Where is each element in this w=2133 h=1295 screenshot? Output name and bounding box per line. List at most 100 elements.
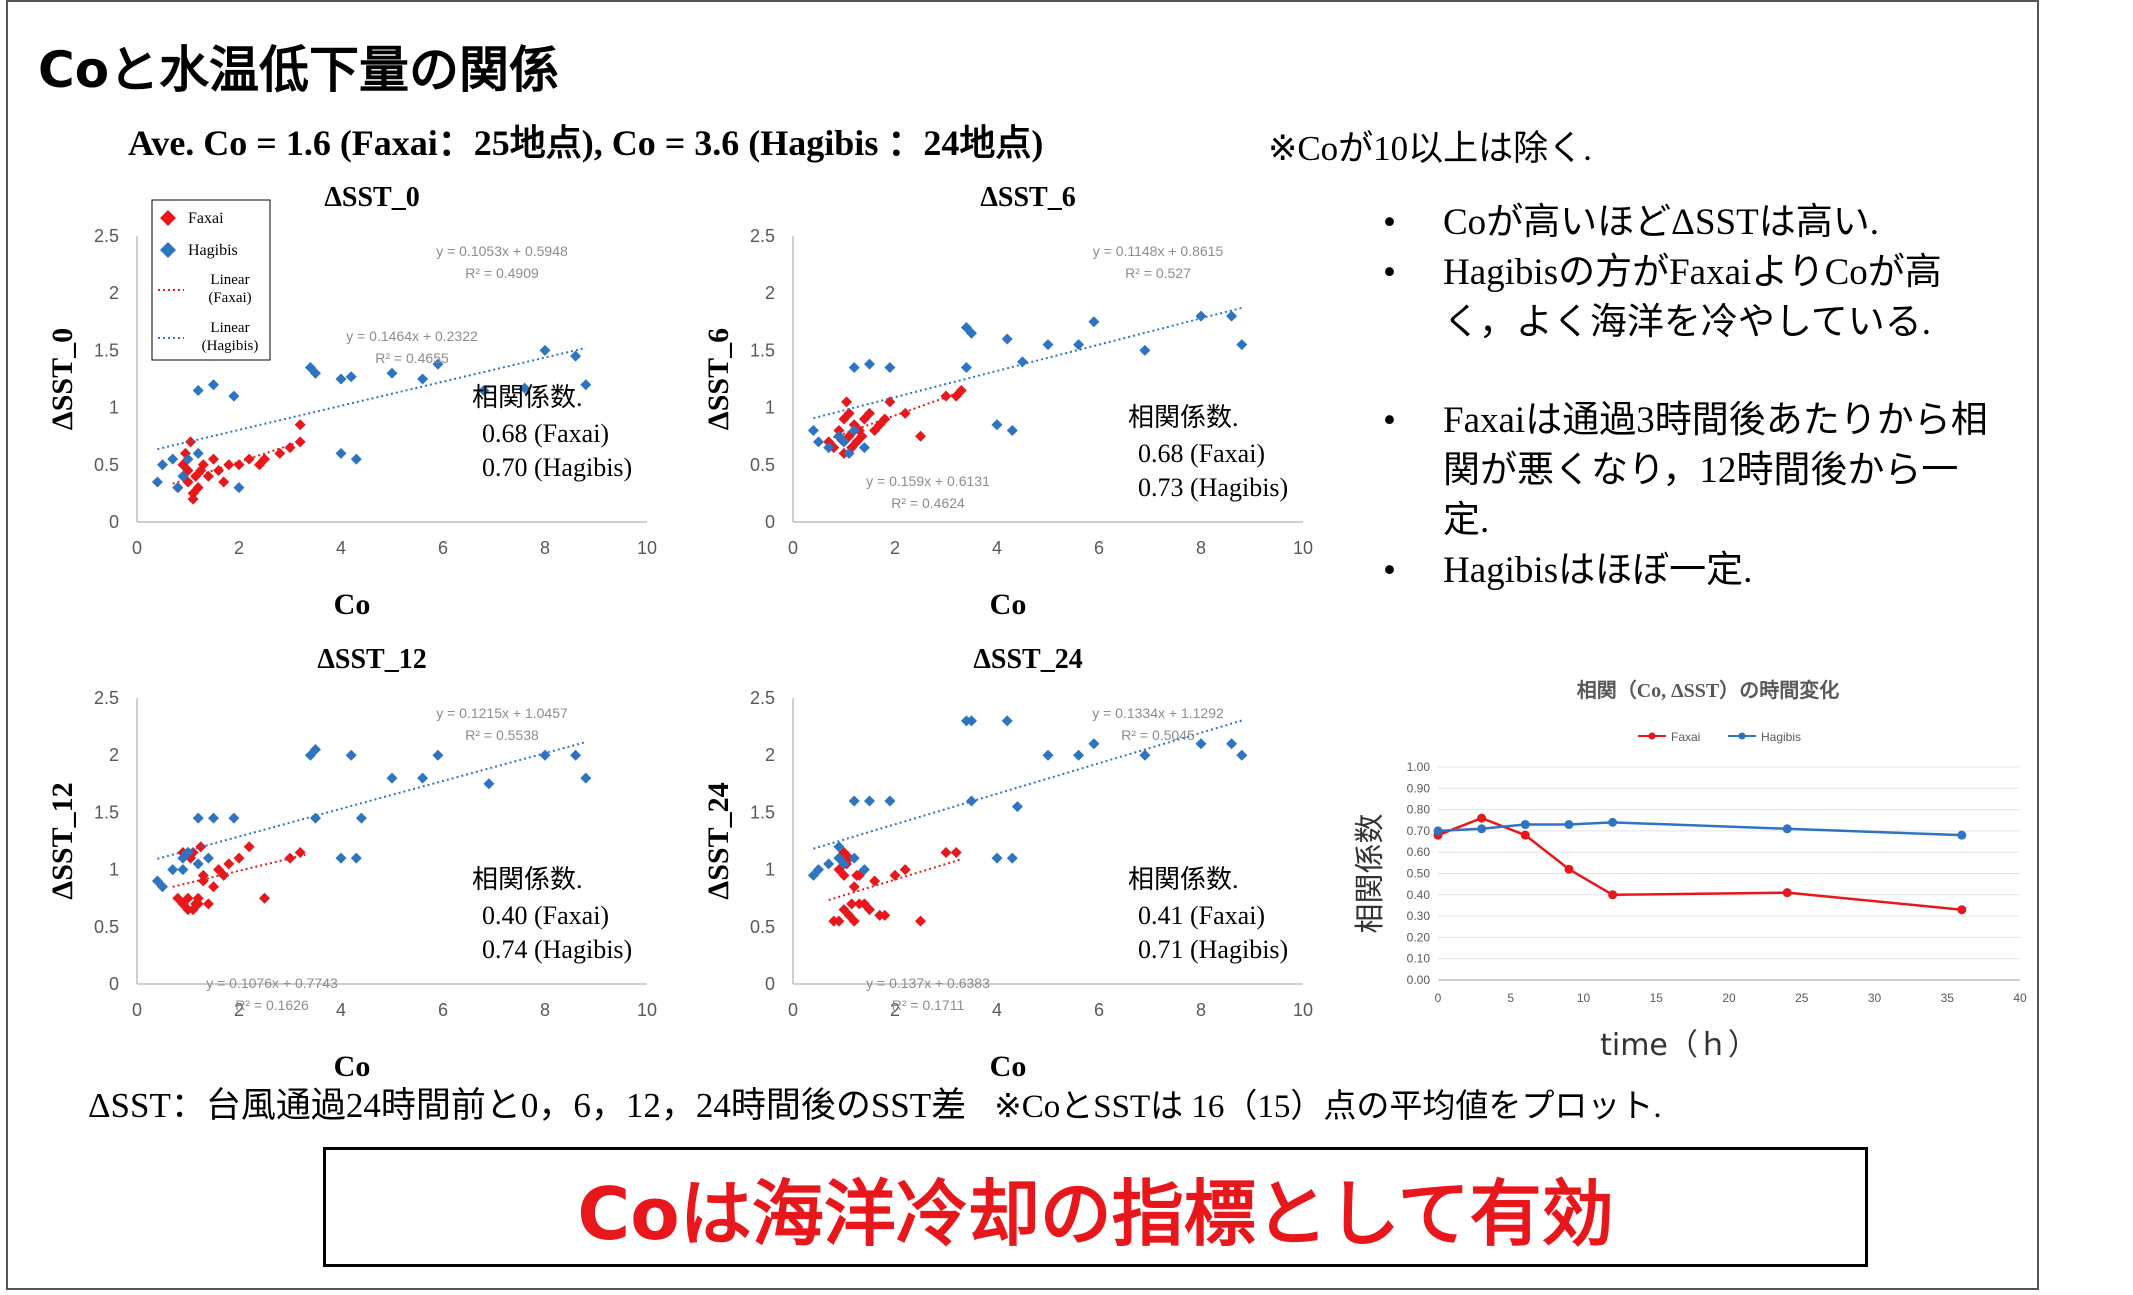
data-point-hagibis xyxy=(1226,310,1238,322)
chart-title: ΔSST_12 xyxy=(317,644,426,675)
data-point-hagibis xyxy=(1042,339,1054,351)
trend-r2-hagibis: R² = 0.5045 xyxy=(1121,727,1195,743)
x-tick-label: 6 xyxy=(438,1000,448,1020)
y-tick-label: 0.90 xyxy=(1407,781,1431,795)
data-point-faxai xyxy=(869,424,881,436)
data-point-hagibis xyxy=(1236,339,1248,351)
data-point-hagibis xyxy=(1195,738,1207,750)
data-point-faxai xyxy=(185,436,197,448)
trendline-hagibis xyxy=(813,306,1243,420)
data-point-faxai xyxy=(940,390,952,402)
legend-label-hagibis: Hagibis xyxy=(188,242,238,259)
data-point-faxai xyxy=(243,841,255,853)
data-point-faxai xyxy=(202,898,214,910)
data-point-hagibis xyxy=(151,476,163,488)
data-point-hagibis xyxy=(172,482,184,494)
x-tick-label: 10 xyxy=(1293,538,1313,558)
data-point-hagibis xyxy=(570,749,582,761)
y-tick-label: 0.5 xyxy=(94,455,119,475)
y-tick-label: 2 xyxy=(765,745,775,765)
data-point-faxai xyxy=(208,453,219,465)
data-point-hagibis xyxy=(177,470,189,482)
data-point-hagibis xyxy=(966,795,977,807)
x-tick-label: 0 xyxy=(132,538,142,558)
trend-equation-faxai: y = 0.1464x + 0.2322 xyxy=(346,328,478,344)
trend-equation-hagibis: y = 0.1148x + 0.8615 xyxy=(1093,243,1224,259)
footnote-method: ※CoとSSTは 16（15）点の平均値をプロット. xyxy=(994,1089,1662,1125)
trend-r2-hagibis: R² = 0.5538 xyxy=(465,727,539,743)
data-point-hagibis xyxy=(580,772,592,784)
data-point-faxai xyxy=(843,407,855,419)
trend-r2-faxai: R² = 0.4655 xyxy=(375,350,449,366)
trend-equation-hagibis: y = 0.1215x + 1.0457 xyxy=(436,705,568,721)
data-point-faxai xyxy=(284,852,296,864)
x-tick-label: 8 xyxy=(540,538,550,558)
data-point-hagibis xyxy=(233,482,245,494)
data-point-hagibis xyxy=(192,384,204,396)
y-axis-label: 相関係数 xyxy=(1353,814,1388,934)
data-point-hagibis xyxy=(157,459,168,471)
y-tick-label: 0.5 xyxy=(750,917,775,937)
findings-list: • Coが高いほどΔSSTは高い. • Hagibisの方がFaxaiよりCoが高く… xyxy=(1383,198,2003,596)
data-point-faxai xyxy=(841,396,853,408)
x-tick-label: 4 xyxy=(992,538,1002,558)
x-tick-label: 2 xyxy=(234,1000,244,1020)
data-point-faxai xyxy=(197,875,209,887)
trend-r2-hagibis: R² = 0.527 xyxy=(1125,265,1191,281)
slide-title: Coと水温低下量の関係 xyxy=(38,41,560,99)
correlation-hagibis: 0.70 (Hagibis) xyxy=(482,453,632,482)
data-point-hagibis xyxy=(1088,738,1100,750)
data-point-hagibis xyxy=(843,447,855,459)
data-point-hagibis xyxy=(228,390,240,402)
data-point-faxai xyxy=(243,453,255,465)
y-tick-label: 2.5 xyxy=(94,226,119,246)
trend-r2-hagibis: R² = 0.4909 xyxy=(465,265,539,281)
finding-item: • Faxaiは通過3時間後あたりから相関が悪くなり，12時間後から一定. xyxy=(1383,396,2003,546)
data-point-faxai xyxy=(864,407,875,419)
data-point-faxai xyxy=(846,898,858,910)
data-point-hagibis xyxy=(335,373,347,385)
data-point-hagibis xyxy=(417,772,429,784)
x-tick-label: 6 xyxy=(1094,538,1104,558)
trendline-faxai xyxy=(828,390,962,441)
data-point-hagibis xyxy=(157,881,168,893)
data-point-hagibis xyxy=(182,846,194,858)
data-point-faxai xyxy=(889,869,901,881)
data-point-hagibis xyxy=(1477,824,1487,834)
data-point-hagibis xyxy=(833,852,845,864)
data-point-hagibis xyxy=(350,453,362,465)
legend-label-faxai: Faxai xyxy=(188,210,224,227)
data-point-hagibis xyxy=(335,447,347,459)
series-line-hagibis xyxy=(1437,821,1962,837)
data-point-hagibis xyxy=(1011,801,1023,813)
y-tick-label: 0.80 xyxy=(1407,803,1431,817)
data-point-hagibis xyxy=(833,430,845,442)
data-point-hagibis xyxy=(960,322,972,334)
data-point-faxai xyxy=(294,846,306,858)
data-point-hagibis xyxy=(838,436,850,448)
x-tick-label: 8 xyxy=(1196,1000,1206,1020)
y-tick-label: 1.00 xyxy=(1407,760,1431,774)
y-axis-label: ΔSST_6 xyxy=(702,328,735,430)
y-tick-label: 0 xyxy=(109,512,119,532)
data-point-faxai xyxy=(1782,888,1792,898)
data-point-hagibis xyxy=(570,350,582,362)
data-point-faxai xyxy=(950,846,962,858)
data-point-hagibis xyxy=(966,715,977,727)
data-point-hagibis xyxy=(1042,749,1054,761)
bullet-icon: • xyxy=(1383,550,1396,591)
data-point-hagibis xyxy=(1088,316,1100,328)
x-tick-label: 8 xyxy=(1196,538,1206,558)
data-point-hagibis xyxy=(167,453,179,465)
data-point-hagibis xyxy=(838,858,850,870)
data-point-hagibis xyxy=(1001,333,1013,345)
y-tick-label: 0.10 xyxy=(1407,952,1431,966)
data-point-hagibis xyxy=(1433,826,1443,836)
data-point-hagibis xyxy=(192,812,204,824)
data-point-hagibis xyxy=(1957,830,1967,840)
data-point-faxai xyxy=(884,396,896,408)
data-point-faxai xyxy=(294,419,306,431)
legend-marker-hagibis xyxy=(1738,732,1746,740)
